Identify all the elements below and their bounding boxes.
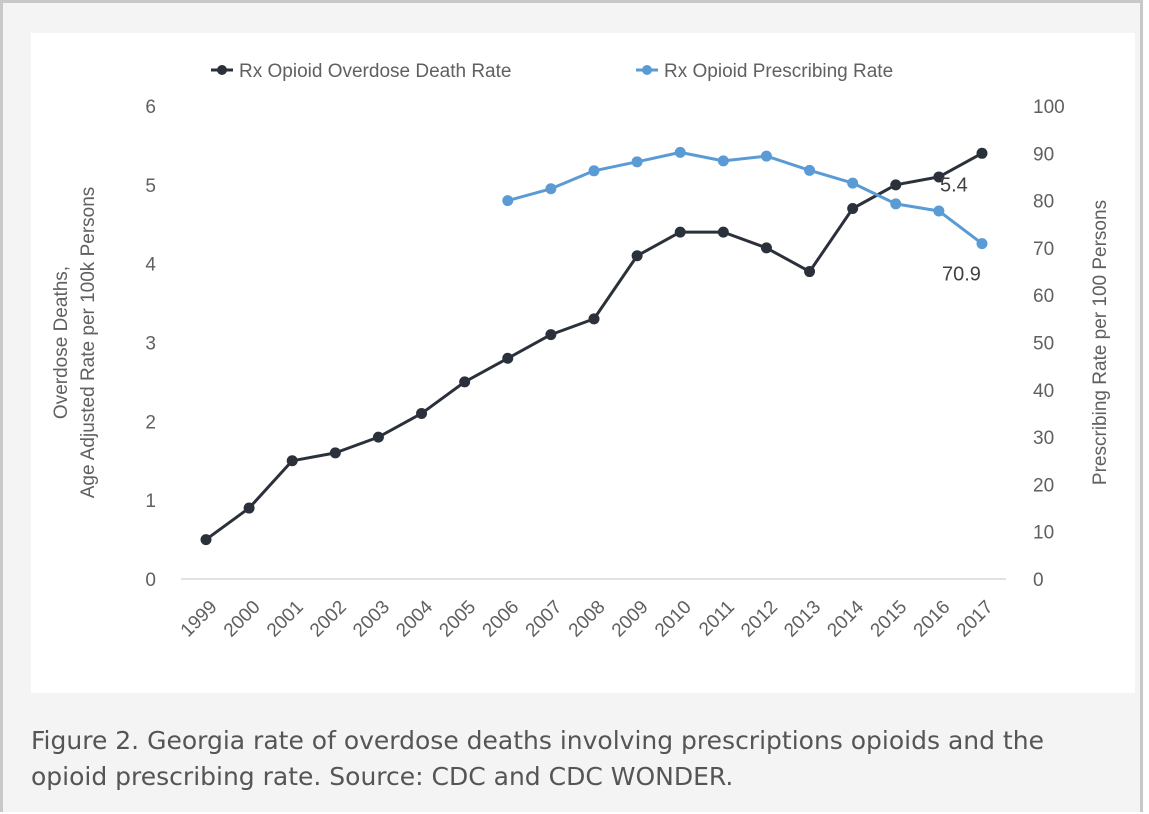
legend-label: Rx Opioid Overdose Death Rate <box>239 61 511 82</box>
data-point <box>717 155 729 167</box>
data-point <box>890 179 902 191</box>
data-point <box>674 146 686 158</box>
left-axis-title: Age Adjusted Rate per 100k Persons <box>78 187 99 499</box>
right-tick-label: 30 <box>1033 428 1054 449</box>
x-tick-label: 2010 <box>651 597 696 642</box>
x-tick-label: 2000 <box>220 597 265 642</box>
data-point <box>372 431 384 443</box>
data-point <box>243 502 255 514</box>
x-tick-label: 2004 <box>392 596 437 641</box>
left-tick-label: 5 <box>145 176 156 197</box>
data-point <box>588 165 600 177</box>
data-point <box>933 171 945 183</box>
right-tick-label: 90 <box>1033 144 1054 165</box>
right-axis-title: Prescribing Rate per 100 Persons <box>1090 200 1111 485</box>
series-prescribing-rate: 70.9 <box>502 146 988 286</box>
x-tick-label: 2014 <box>823 596 868 641</box>
legend-label: Rx Opioid Prescribing Rate <box>664 61 893 82</box>
data-point <box>631 250 643 262</box>
data-point <box>286 455 298 467</box>
line-chart: Rx Opioid Overdose Death Rate Rx Opioid P… <box>51 61 1111 642</box>
data-point <box>502 195 514 207</box>
x-tick-label: 2009 <box>608 597 653 642</box>
x-tick-label: 2008 <box>565 597 610 642</box>
x-tick-label: 2006 <box>479 597 524 642</box>
series-death-rate: 5.4 <box>200 147 988 546</box>
left-tick-label: 2 <box>145 412 156 433</box>
right-tick-label: 50 <box>1033 334 1054 355</box>
right-y-axis: 0 10 20 30 40 50 60 70 80 90 100 Prescribing Rate p… <box>1033 97 1111 591</box>
left-tick-label: 3 <box>145 334 156 355</box>
left-y-axis: 0 1 2 3 4 5 6 Overdose Deaths, Age Adjusted Rate… <box>51 97 156 591</box>
x-tick-label: 2011 <box>695 597 739 641</box>
data-point <box>545 183 557 195</box>
data-point <box>847 202 859 214</box>
x-tick-label: 2017 <box>953 597 998 642</box>
data-point <box>416 407 428 419</box>
data-point <box>804 164 816 176</box>
x-tick-label: 2002 <box>306 597 351 642</box>
right-tick-label: 20 <box>1033 475 1054 496</box>
chart-panel: Rx Opioid Overdose Death Rate Rx Opioid P… <box>31 33 1135 693</box>
legend-marker <box>217 65 227 75</box>
left-tick-label: 4 <box>145 255 156 276</box>
data-point <box>502 352 514 364</box>
right-tick-label: 40 <box>1033 381 1054 402</box>
right-tick-label: 70 <box>1033 239 1054 260</box>
left-tick-label: 6 <box>145 97 156 118</box>
figure-caption: Figure 2. Georgia rate of overdose death… <box>31 726 1044 791</box>
series-line <box>507 150 983 245</box>
data-point <box>804 266 816 278</box>
data-point <box>717 226 729 238</box>
data-point <box>933 205 945 217</box>
left-axis-title: Overdose Deaths, <box>51 266 72 419</box>
data-point <box>760 242 772 254</box>
left-tick-label: 0 <box>145 570 156 591</box>
data-point <box>760 150 772 162</box>
x-tick-label: 2007 <box>522 597 567 642</box>
x-tick-label: 2005 <box>435 597 480 642</box>
x-tick-label: 2016 <box>910 597 955 642</box>
data-point <box>631 156 643 168</box>
right-tick-label: 10 <box>1033 523 1054 544</box>
data-point <box>200 534 212 546</box>
right-tick-label: 80 <box>1033 192 1054 213</box>
data-point <box>890 198 902 210</box>
end-data-label: 70.9 <box>942 264 981 286</box>
end-data-label: 5.4 <box>940 174 968 196</box>
data-point <box>674 226 686 238</box>
x-tick-label: 2012 <box>737 597 782 642</box>
data-point <box>976 238 988 250</box>
x-axis: 1999200020012002200320042005200620072008… <box>177 578 1006 642</box>
right-tick-label: 0 <box>1033 570 1044 591</box>
data-point <box>329 447 341 459</box>
data-point <box>588 313 600 325</box>
x-tick-label: 2013 <box>780 597 825 642</box>
right-tick-label: 60 <box>1033 286 1054 307</box>
series-layer: 5.4 70.9 <box>200 146 988 546</box>
legend-marker <box>642 65 652 75</box>
legend-item: Rx Opioid Overdose Death Rate <box>211 61 511 82</box>
x-tick-label: 2015 <box>867 597 912 642</box>
x-tick-label: 2003 <box>349 597 394 642</box>
left-tick-label: 1 <box>145 491 156 512</box>
data-point <box>976 147 988 159</box>
x-tick-label: 1999 <box>177 597 222 642</box>
data-point <box>847 177 859 189</box>
data-point <box>459 376 471 388</box>
x-tick-label: 2001 <box>263 597 308 642</box>
legend: Rx Opioid Overdose Death Rate Rx Opioid P… <box>211 61 893 82</box>
series-line <box>205 151 983 541</box>
data-point <box>545 329 557 341</box>
right-tick-label: 100 <box>1033 97 1065 118</box>
legend-item: Rx Opioid Prescribing Rate <box>636 61 893 82</box>
